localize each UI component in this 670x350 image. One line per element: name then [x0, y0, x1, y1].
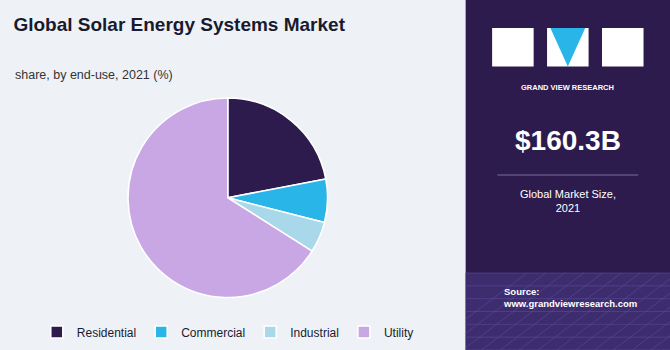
svg-text:Residential: Residential: [77, 326, 136, 340]
svg-text:Global Solar Energy Systems Ma: Global Solar Energy Systems Market: [13, 14, 345, 35]
svg-text:Utility: Utility: [384, 326, 413, 340]
svg-text:Commercial: Commercial: [181, 326, 245, 340]
svg-text:Source:www.grandviewresearch.c: Source:www.grandviewresearch.com: [503, 286, 637, 309]
svg-text:share, by end-use, 2021 (%): share, by end-use, 2021 (%): [15, 68, 173, 82]
svg-text:$160.3B: $160.3B: [515, 125, 621, 156]
svg-text:GRAND VIEW RESEARCH: GRAND VIEW RESEARCH: [521, 83, 614, 92]
svg-text:Industrial: Industrial: [290, 326, 339, 340]
svg-text:Global Market Size,2021: Global Market Size,2021: [520, 188, 616, 214]
